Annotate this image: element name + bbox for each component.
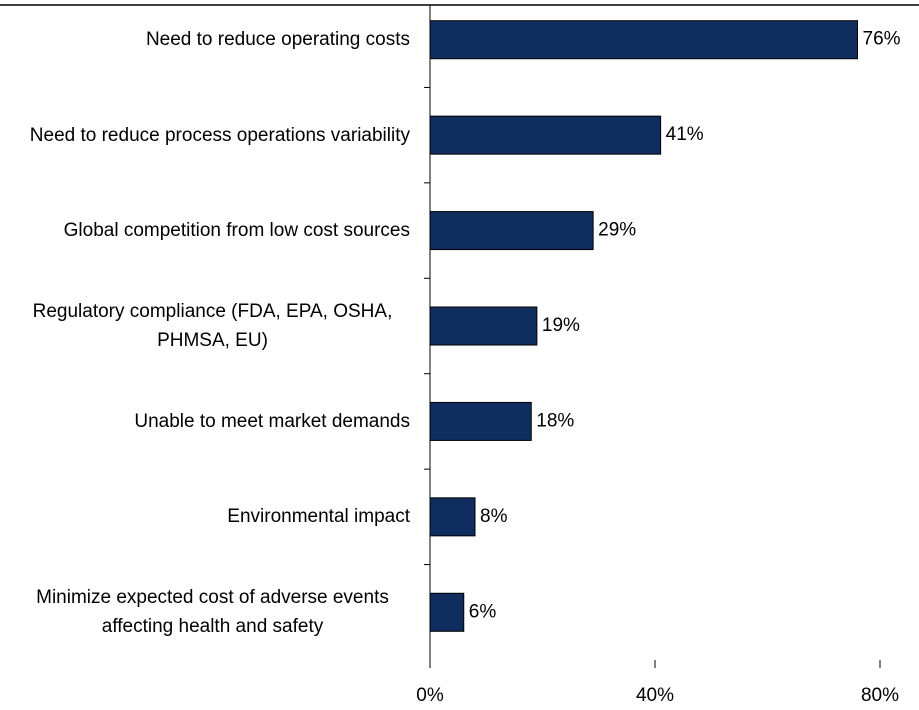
x-tick-label: 40% — [636, 685, 674, 706]
bar — [429, 306, 538, 346]
category-label: Global competition from low cost sources — [0, 191, 410, 271]
bar — [429, 115, 662, 155]
value-label: 6% — [469, 601, 497, 622]
bar — [429, 20, 858, 60]
category-label: Need to reduce process operations variab… — [0, 95, 410, 175]
category-text: Unable to meet market demands — [134, 410, 410, 432]
bar — [429, 592, 465, 632]
value-label: 8% — [480, 506, 508, 527]
category-text: Environmental impact — [227, 506, 410, 528]
value-label: 19% — [542, 315, 580, 336]
category-label: Regulatory compliance (FDA, EPA, OSHA, P… — [0, 286, 410, 366]
category-text: Global competition from low cost sources — [63, 220, 410, 242]
x-tick-label: 0% — [416, 685, 444, 706]
value-label: 18% — [536, 410, 574, 431]
bar — [429, 497, 476, 537]
value-label: 76% — [863, 29, 901, 50]
category-label: Unable to meet market demands — [0, 381, 410, 461]
category-label: Need to reduce operating costs — [0, 0, 410, 80]
x-tick-label: 80% — [861, 685, 899, 706]
value-label: 41% — [666, 124, 704, 145]
category-text: Need to reduce operating costs — [145, 29, 410, 51]
value-label: 29% — [598, 220, 636, 241]
bar — [429, 211, 594, 251]
category-label: Environmental impact — [0, 477, 410, 557]
category-label: Minimize expected cost of adverse events… — [0, 572, 410, 652]
category-text: Minimize expected cost of adverse events… — [36, 587, 389, 638]
bar — [429, 401, 532, 441]
category-text: Regulatory compliance (FDA, EPA, OSHA, P… — [32, 301, 393, 351]
category-text: Need to reduce process operations variab… — [29, 124, 410, 146]
